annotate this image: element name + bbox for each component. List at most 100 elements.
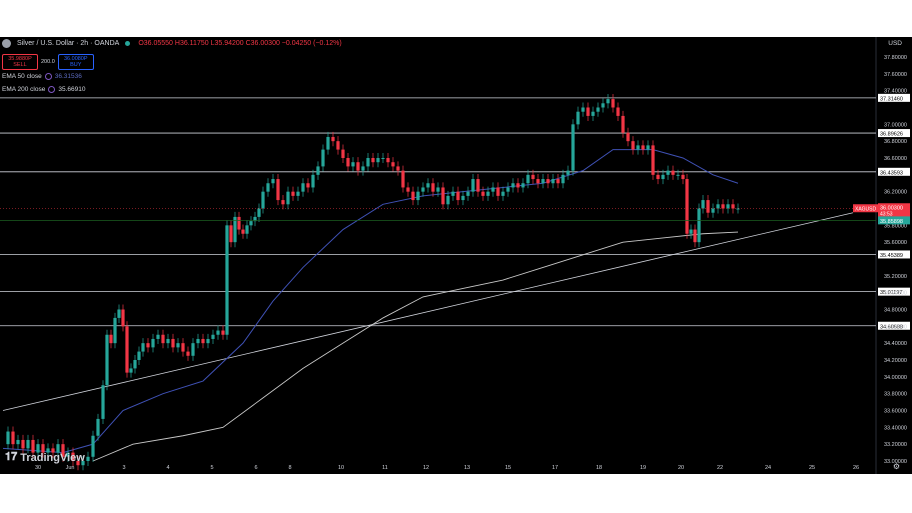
candle-body (636, 145, 640, 150)
candle-body (257, 208, 261, 217)
buy-label: BUY (70, 62, 82, 68)
candle-body (253, 216, 257, 222)
candle-body (596, 107, 600, 112)
candle-body (396, 166, 400, 171)
candle-body (241, 229, 245, 234)
x-tick-label: 24 (765, 465, 771, 471)
ema200-settings-icon[interactable] (48, 86, 56, 93)
candle-body (341, 149, 345, 158)
candle-body (245, 225, 249, 234)
candle-body (151, 338, 155, 348)
trendline (2, 212, 854, 411)
candle-body (421, 187, 425, 192)
tradingview-mark-icon: 𝟏𝟕 (5, 451, 18, 463)
silver-icon (2, 39, 11, 48)
y-tick-label: 33.00000 (884, 459, 907, 465)
candle-body (491, 187, 495, 192)
candle-body (237, 216, 241, 230)
x-tick-label: 20 (678, 465, 684, 471)
candle-body (386, 158, 390, 163)
candle-body (426, 183, 430, 188)
candle-body (466, 191, 470, 196)
candle-body (125, 326, 129, 373)
price-tag-bg (878, 203, 910, 218)
level-tag-bg (878, 250, 910, 259)
candle-body (133, 360, 137, 369)
y-tick-label: 36.80000 (884, 139, 907, 145)
candle-body (516, 183, 520, 188)
x-tick-label: 10 (338, 465, 344, 471)
candle-body (689, 229, 693, 234)
candle-body (206, 338, 210, 344)
price-chart[interactable]: 37.31460 36.89626 36.43593 35.45389 35.01197… (0, 37, 912, 474)
candle-body (671, 170, 675, 175)
candle-body (301, 183, 305, 192)
candle-body (121, 309, 125, 327)
candle-body (271, 179, 275, 184)
candle-body (191, 343, 195, 356)
ema50-settings-icon[interactable] (44, 73, 52, 80)
ema50-legend[interactable]: EMA 50 close 36.31536 (2, 73, 82, 80)
candle-body (471, 179, 475, 192)
candle-body (221, 330, 225, 335)
candle-body (411, 191, 415, 201)
candle-body (726, 204, 730, 209)
candle-body (697, 208, 701, 243)
candle-body (321, 149, 325, 167)
candle-body (46, 448, 50, 453)
candle-body (76, 461, 80, 466)
candle-body (96, 418, 100, 436)
currency-selector[interactable]: USD (888, 40, 902, 47)
candle-body (376, 158, 380, 163)
candle-body (486, 191, 490, 196)
x-tick-label: 30 (35, 465, 41, 471)
x-tick-label: 8 (288, 465, 291, 471)
candle-body (591, 111, 595, 116)
candle-body (51, 448, 55, 453)
sell-label: SELL (13, 62, 27, 68)
candle-body (731, 204, 735, 209)
candle-body (211, 334, 215, 339)
buy-price: 36.0080P (63, 55, 88, 62)
candle-body (416, 191, 420, 201)
candle-body (105, 334, 109, 386)
candle-body (249, 221, 253, 226)
buy-button[interactable]: 36.0080P BUY (57, 54, 94, 70)
candle-body (446, 195, 450, 205)
x-tick-label: 13 (464, 465, 470, 471)
y-tick-label: 33.80000 (884, 392, 907, 398)
ema200-value: 35.66910 (58, 86, 86, 93)
candle-body (196, 338, 200, 344)
candle-body (441, 187, 445, 205)
candle-body (201, 338, 205, 344)
sell-button[interactable]: 35.9880P SELL (2, 54, 38, 70)
settings-gear-icon[interactable]: ⚙ (892, 462, 900, 471)
candle-body (721, 204, 725, 209)
candle-body (11, 431, 15, 445)
candle-body (711, 208, 715, 213)
ema200-label: EMA 200 close (2, 86, 46, 93)
candle-body (101, 385, 105, 419)
sell-price: 35.9880P (8, 55, 32, 62)
symbol-tag-bg (853, 204, 878, 213)
level-tag-label: 37.31460 (880, 96, 903, 102)
candle-body (431, 183, 435, 192)
symbol-tag-label: XAGUSD (855, 207, 877, 213)
candle-body (21, 439, 25, 449)
level-tag-label: 35.01197 (880, 290, 903, 296)
y-tick-label: 36.60000 (884, 156, 907, 162)
ema200-legend[interactable]: EMA 200 close 35.66910 (2, 86, 85, 93)
y-tick-label: 35.20000 (884, 274, 907, 280)
candle-body (311, 174, 315, 188)
candle-body (171, 338, 175, 348)
y-tick-label: 33.60000 (884, 409, 907, 415)
y-tick-label: 34.40000 (884, 341, 907, 347)
logo-text: TradingView (20, 451, 85, 464)
candle-body (371, 158, 375, 163)
candle-body (146, 343, 150, 348)
y-tick-label: 34.20000 (884, 358, 907, 364)
symbol-title[interactable]: Silver / U.S. Dollar · 2h · OANDA (17, 40, 120, 47)
chart-frame: 37.31460 36.89626 36.43593 35.45389 35.01197… (0, 37, 912, 474)
x-tick-label: 17 (552, 465, 558, 471)
x-tick-label: 11 (382, 465, 388, 471)
